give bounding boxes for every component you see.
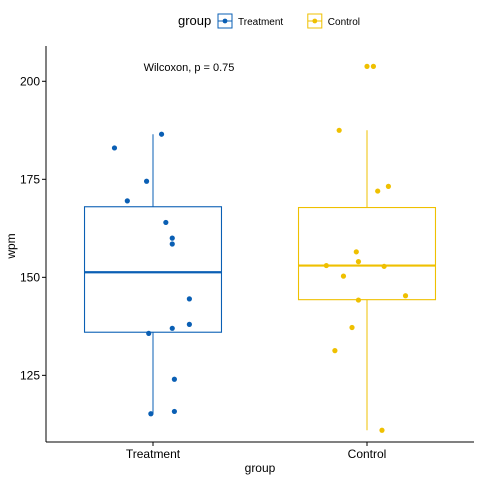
treatment-data-point xyxy=(171,408,177,415)
control-data-point xyxy=(332,348,338,354)
control-data-point xyxy=(323,262,329,269)
control-data-point xyxy=(385,183,391,189)
control-data-point xyxy=(375,188,381,194)
x-tick-label: Control xyxy=(348,447,387,461)
wilcoxon-annotation: Wilcoxon, p = 0.75 xyxy=(144,62,235,74)
y-tick-label: 125 xyxy=(20,368,40,382)
x-axis-label: group xyxy=(245,461,276,475)
treatment-data-point xyxy=(169,325,175,331)
legend-label: Control xyxy=(328,17,360,28)
y-tick-label: 150 xyxy=(20,270,40,284)
y-tick-label: 200 xyxy=(20,74,40,88)
control-data-point xyxy=(353,249,359,255)
treatment-data-point xyxy=(171,376,177,382)
control-data-point xyxy=(355,259,362,265)
treatment-data-point xyxy=(169,241,175,247)
treatment-data-point xyxy=(158,131,165,137)
legend-label: Treatment xyxy=(238,17,283,28)
control-data-point xyxy=(364,63,370,69)
control-data-point xyxy=(336,127,342,133)
control-data-point xyxy=(402,293,409,299)
control-data-point xyxy=(379,427,385,433)
y-tick-label: 175 xyxy=(20,172,40,186)
legend: group Treatment Control xyxy=(178,13,360,29)
treatment-data-point xyxy=(146,330,152,336)
legend-entry-control: Control xyxy=(307,13,360,29)
control-data-point xyxy=(355,297,362,303)
legend-key-point xyxy=(312,18,318,24)
control-box xyxy=(297,206,437,301)
control-data-point xyxy=(381,263,387,269)
legend-title: group xyxy=(178,13,211,28)
treatment-data-point xyxy=(186,321,192,327)
treatment-data-point xyxy=(111,145,118,151)
treatment-data-point xyxy=(148,411,154,417)
control-data-point xyxy=(340,273,347,279)
treatment-data-point xyxy=(163,219,169,226)
legend-key-point xyxy=(222,18,228,24)
x-tick-label: Treatment xyxy=(126,447,181,461)
control-data-point xyxy=(349,324,355,331)
treatment-data-point xyxy=(186,296,192,302)
treatment-data-point xyxy=(143,178,150,184)
legend-entry-treatment: Treatment xyxy=(217,13,283,29)
y-axis-label: wpm xyxy=(4,233,18,259)
control-data-point xyxy=(370,63,377,69)
treatment-data-point xyxy=(124,198,130,204)
treatment-box xyxy=(83,206,223,333)
treatment-data-point xyxy=(169,235,175,241)
